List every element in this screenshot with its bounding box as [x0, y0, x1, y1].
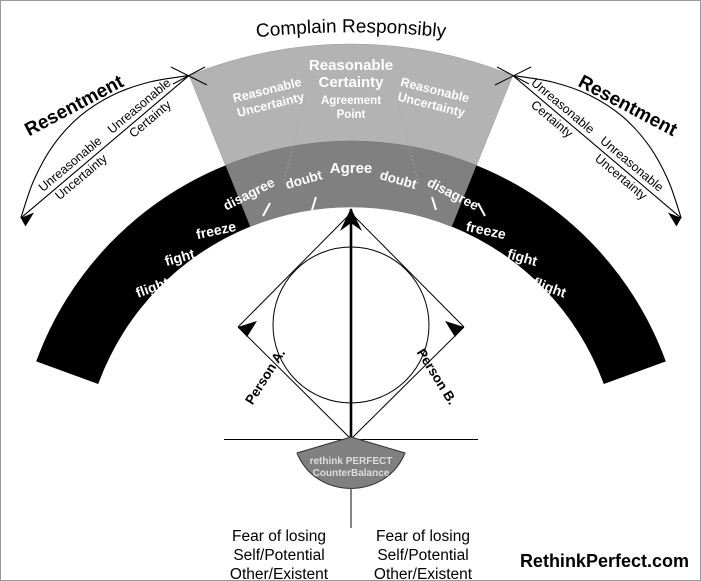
- svg-text:Other/Existent: Other/Existent: [374, 566, 473, 581]
- svg-text:RethinkPerfect.com: RethinkPerfect.com: [520, 551, 689, 571]
- svg-text:Self/Potential: Self/Potential: [377, 547, 468, 564]
- svg-text:Person A.: Person A.: [242, 346, 288, 407]
- svg-text:Reasonable: Reasonable: [309, 57, 393, 74]
- svg-text:Agree: Agree: [330, 160, 373, 177]
- svg-text:Self/Potential: Self/Potential: [233, 547, 324, 564]
- svg-text:CounterBalance: CounterBalance: [313, 468, 390, 479]
- svg-text:rethink PERFECT: rethink PERFECT: [310, 456, 393, 467]
- svg-text:Complain Responsibly: Complain Responsibly: [255, 16, 448, 42]
- svg-text:Fear of losing: Fear of losing: [376, 528, 470, 545]
- svg-text:Other/Existent: Other/Existent: [230, 566, 329, 581]
- svg-text:Point: Point: [337, 109, 366, 121]
- svg-text:Certainty: Certainty: [318, 74, 384, 91]
- svg-text:Person B.: Person B.: [414, 346, 460, 407]
- svg-text:Agreement: Agreement: [321, 95, 381, 107]
- svg-text:Fear of losing: Fear of losing: [232, 528, 326, 545]
